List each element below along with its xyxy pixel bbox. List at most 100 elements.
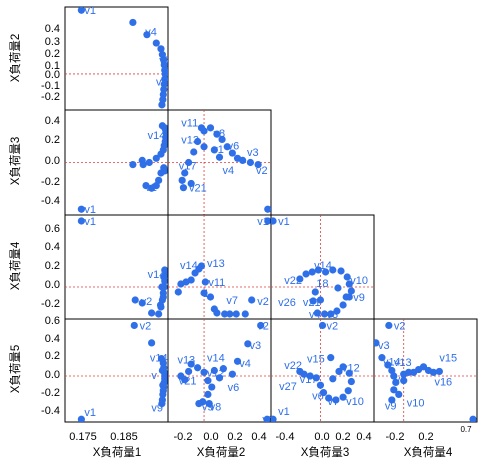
y-tick-label: -0.2: [41, 387, 60, 399]
data-point: [139, 161, 147, 169]
data-point: [77, 415, 85, 422]
point-label: v: [271, 197, 277, 209]
point-label: v15: [439, 353, 457, 365]
data-point: [143, 31, 151, 39]
point-label: 1: [203, 288, 209, 300]
y-tick-label: -0.2: [41, 176, 60, 188]
point-label: v1: [278, 216, 290, 228]
point-label: v22: [284, 275, 302, 287]
x-tick-label: -0.4: [276, 431, 295, 443]
data-point: [264, 217, 271, 225]
data-point: [130, 321, 138, 330]
data-point: [241, 310, 249, 318]
data-point: [347, 287, 355, 295]
data-point: [333, 307, 341, 315]
data-point: [329, 266, 337, 274]
data-point: [344, 387, 352, 395]
data-point: [131, 296, 139, 304]
y-tick-label: 0.2: [45, 134, 60, 146]
data-point: [329, 375, 337, 383]
data-point: [390, 386, 398, 394]
point-label: v1: [212, 144, 224, 156]
point-label: v7: [226, 295, 238, 307]
y-tick-label: -0.4: [41, 195, 60, 207]
point-label: v4: [239, 358, 251, 370]
y-tick-label: 0.4: [45, 23, 60, 35]
data-point: [159, 390, 167, 399]
panel-frame: [270, 318, 375, 423]
data-point: [213, 309, 221, 317]
x-axis-titles: X負荷量1 X負荷量2 X負荷量3 X負荷量4: [93, 446, 453, 459]
data-point: [325, 394, 333, 402]
data-point: [384, 361, 392, 369]
data-point: [158, 366, 166, 375]
data-point: [179, 184, 188, 192]
x-tick-label: 0.0: [203, 431, 218, 443]
data-point: [233, 357, 242, 365]
y-axis-title-row3: X負荷量4: [9, 241, 22, 290]
data-point: [138, 299, 146, 307]
point-label: v13: [394, 357, 412, 369]
y-axis-titles: X負荷量2 X負荷量3 X負荷量4 X負荷量5: [9, 34, 22, 394]
point-label: v1: [84, 204, 96, 216]
panel-r4-c1: v1 v2 v14 v v9: [64, 318, 169, 423]
point-label: v3: [327, 309, 339, 321]
data-point: [316, 381, 325, 389]
data-point: [334, 284, 342, 292]
data-point: [342, 293, 350, 301]
y-tick-label: -0.4: [41, 405, 60, 417]
data-point: [429, 368, 438, 376]
point-label: v10: [407, 398, 425, 410]
panel-plot-area: v1 v2 v14 v v9: [65, 320, 168, 422]
data-point: [148, 339, 156, 347]
data-point: [195, 400, 203, 408]
data-point: [77, 7, 85, 14]
data-point: [181, 169, 189, 177]
data-point: [204, 390, 212, 399]
point-label: v1: [262, 414, 274, 426]
data-point: [148, 184, 156, 192]
data-point: [469, 415, 477, 422]
point-label: v17: [300, 374, 318, 386]
point-label: v2: [394, 320, 406, 332]
panel-r3-c1: v1 v14 v2: [64, 214, 169, 320]
data-point: [378, 354, 386, 362]
data-point: [395, 390, 403, 399]
point-label: v14: [156, 77, 174, 89]
x-axis-title-col3: X負荷量3: [301, 446, 350, 459]
panel-frame: [64, 318, 169, 423]
y-tick-labels-row1: 0.4 0.3 0.2 0.1 0.0 -0.1 -0.2: [41, 23, 60, 103]
data-point: [155, 310, 163, 318]
data-point: [312, 374, 320, 382]
y-tick-label: -0.2: [41, 298, 60, 310]
data-point: [218, 135, 226, 143]
data-point: [311, 288, 319, 296]
data-point: [129, 18, 137, 27]
point-label: v6: [228, 141, 240, 153]
data-point: [208, 383, 216, 391]
data-point: [244, 340, 252, 348]
point-label: v2: [395, 374, 407, 386]
data-point: [309, 297, 317, 305]
data-point: [388, 396, 396, 404]
x-tick-label: -0.2: [174, 431, 193, 443]
data-point: [160, 85, 168, 93]
data-point: [296, 367, 304, 376]
point-label: v3: [247, 147, 259, 159]
point-label: v14: [383, 356, 401, 368]
data-point: [174, 288, 182, 296]
data-point: [181, 376, 189, 384]
data-point: [77, 217, 85, 225]
data-point: [228, 149, 236, 157]
data-point: [306, 372, 314, 380]
point-label: v4: [145, 26, 157, 38]
point-label: v1: [257, 216, 269, 228]
data-point: [339, 363, 347, 371]
data-point: [419, 363, 428, 371]
